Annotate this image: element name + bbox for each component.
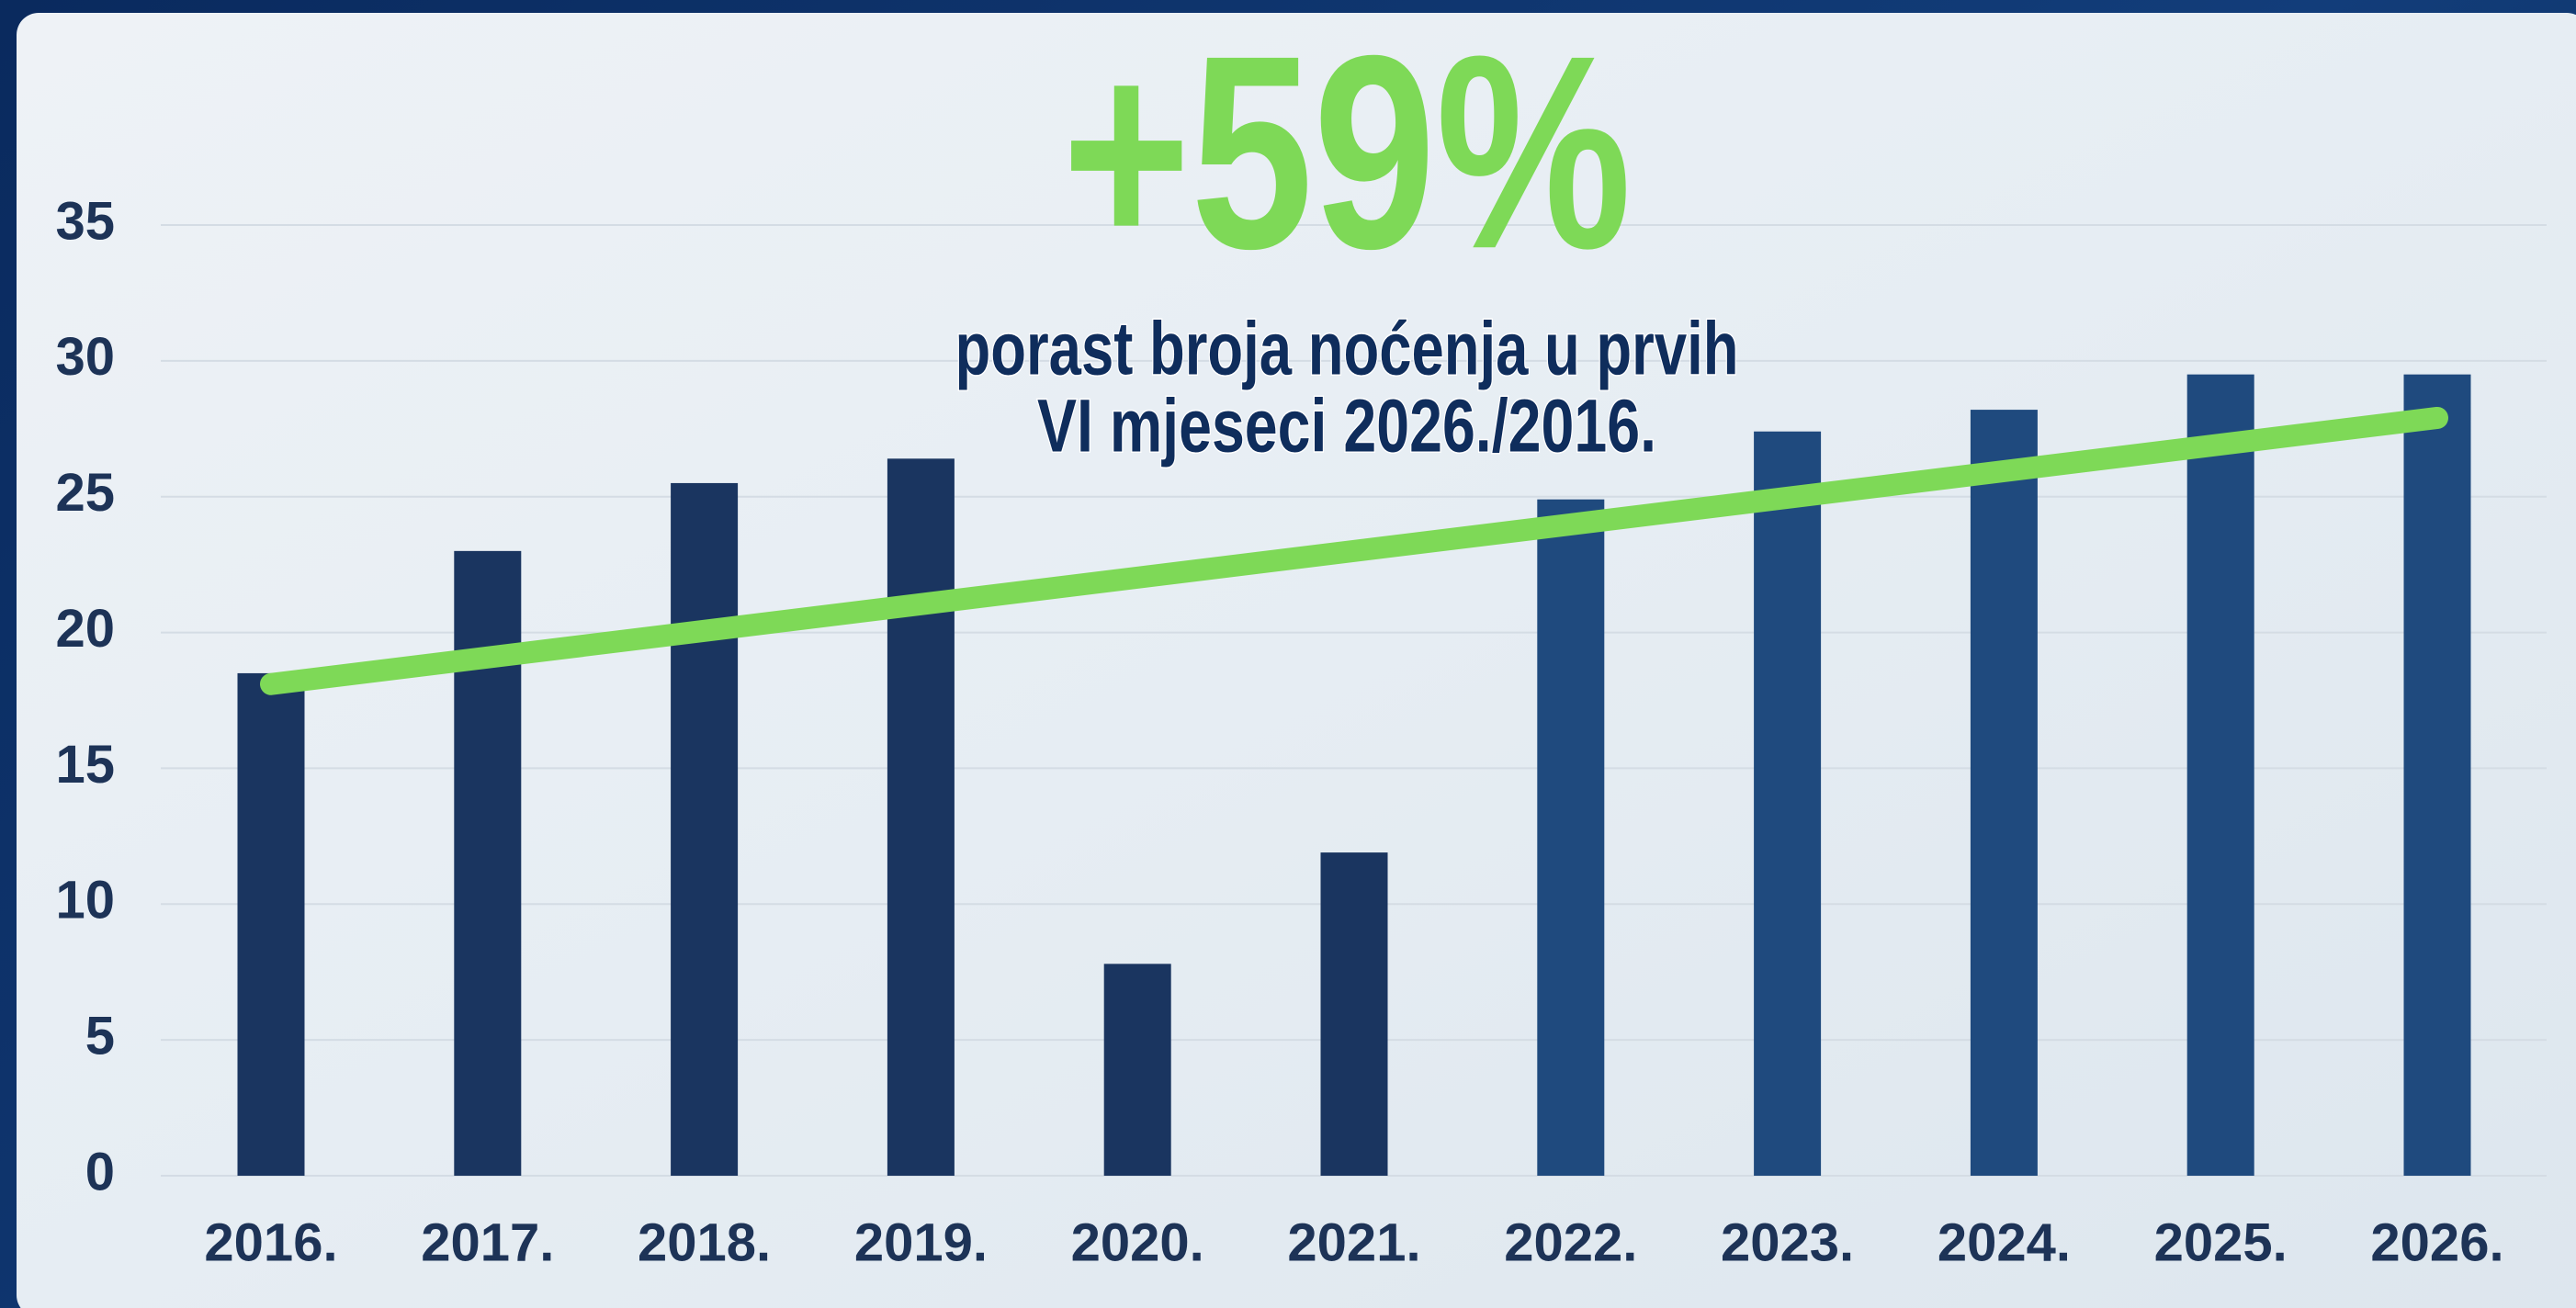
x-tick-label: 2019. — [854, 1212, 988, 1272]
bar — [1537, 499, 1605, 1176]
bar — [2186, 374, 2254, 1177]
bar — [671, 482, 739, 1176]
bar — [1103, 964, 1171, 1176]
bar — [887, 458, 955, 1176]
bar — [2403, 374, 2471, 1177]
y-tick-label: 25 — [55, 463, 115, 523]
y-tick-label: 0 — [85, 1142, 115, 1201]
x-tick-label: 2021. — [1287, 1212, 1420, 1272]
bar — [1754, 431, 1822, 1176]
x-tick-label: 2023. — [1721, 1212, 1854, 1272]
subtitle: VI mjeseci 2026./2016. — [1037, 385, 1656, 468]
trend-line — [260, 406, 2448, 695]
bar — [237, 672, 305, 1176]
x-tick-label: 2017. — [421, 1212, 554, 1272]
x-tick-label: 2018. — [638, 1212, 771, 1272]
headline: +59% — [1062, 0, 1632, 306]
y-tick-label: 20 — [55, 599, 115, 659]
x-tick-label: 2022. — [1504, 1212, 1637, 1272]
subtitle: porast broja noćenja u prvih — [955, 308, 1739, 391]
card — [17, 13, 2576, 1308]
x-tick-label: 2016. — [204, 1212, 337, 1272]
bar — [1320, 852, 1388, 1176]
plot-area: 0 5 10 15 20 25 30 35 2016. 2017. 2018. 2019. 2020. 2… — [55, 191, 2547, 1272]
y-tick-label: 30 — [55, 327, 115, 387]
y-tick-label: 35 — [55, 191, 115, 251]
x-tick-label: 2025. — [2154, 1212, 2288, 1272]
x-tick-label: 2024. — [1938, 1212, 2071, 1272]
y-tick-label: 15 — [55, 735, 115, 795]
y-tick-label: 10 — [55, 871, 115, 930]
bar — [1970, 410, 2038, 1177]
x-tick-label: 2020. — [1071, 1212, 1204, 1272]
x-tick-label: 2026. — [2370, 1212, 2503, 1272]
y-tick-label: 5 — [85, 1006, 115, 1066]
